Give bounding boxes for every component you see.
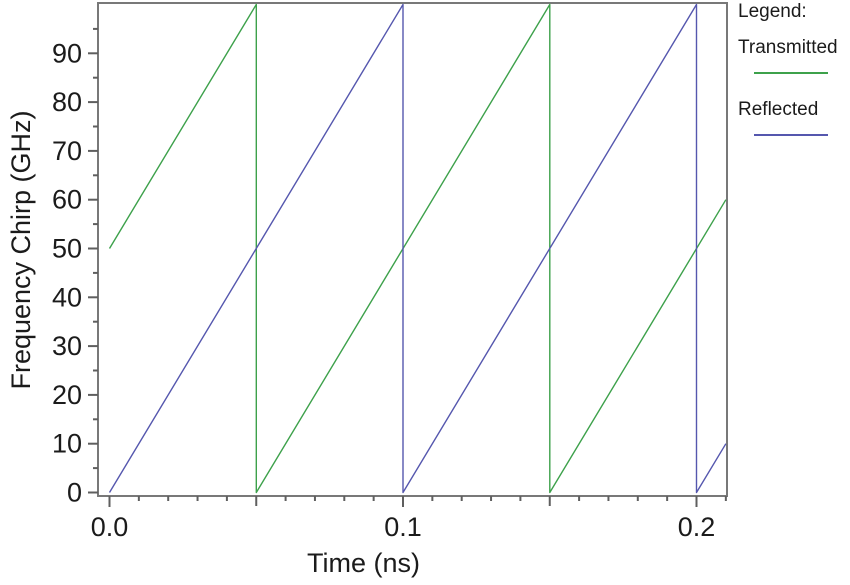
- y-tick-label: 90: [52, 38, 82, 68]
- legend-label-reflected: Reflected: [738, 98, 819, 120]
- legend-entry-reflected: Reflected: [738, 98, 848, 136]
- x-tick-label: 0.1: [384, 512, 422, 542]
- x-tick-label: 0.2: [678, 512, 716, 542]
- series-line-reflected: [108, 3, 727, 494]
- y-tick-label: 60: [52, 185, 82, 215]
- y-tick-label: 50: [52, 234, 82, 264]
- legend-line-swatch-transmitted: [754, 71, 828, 74]
- y-tick-label: 40: [52, 282, 82, 312]
- plot-frame: [97, 2, 728, 497]
- legend-title: Legend:: [738, 1, 807, 22]
- y-axis-title: Frequency Chirp (GHz): [6, 110, 36, 390]
- legend: Legend: Transmitted Reflected: [738, 1, 848, 162]
- y-tick-label: 30: [52, 331, 82, 361]
- y-tick-label: 80: [52, 87, 82, 117]
- y-tick-label: 10: [52, 429, 82, 459]
- legend-line-swatch-reflected: [754, 133, 828, 136]
- y-tick-label: 0: [67, 478, 82, 508]
- x-tick-label: 0.0: [91, 512, 129, 542]
- y-tick-label: 70: [52, 136, 82, 166]
- legend-entry-transmitted: Transmitted: [738, 36, 848, 74]
- legend-label-transmitted: Transmitted: [738, 36, 838, 58]
- x-axis-title: Time (ns): [307, 548, 420, 578]
- y-tick-label: 20: [52, 380, 82, 410]
- series-line-transmitted: [108, 3, 727, 494]
